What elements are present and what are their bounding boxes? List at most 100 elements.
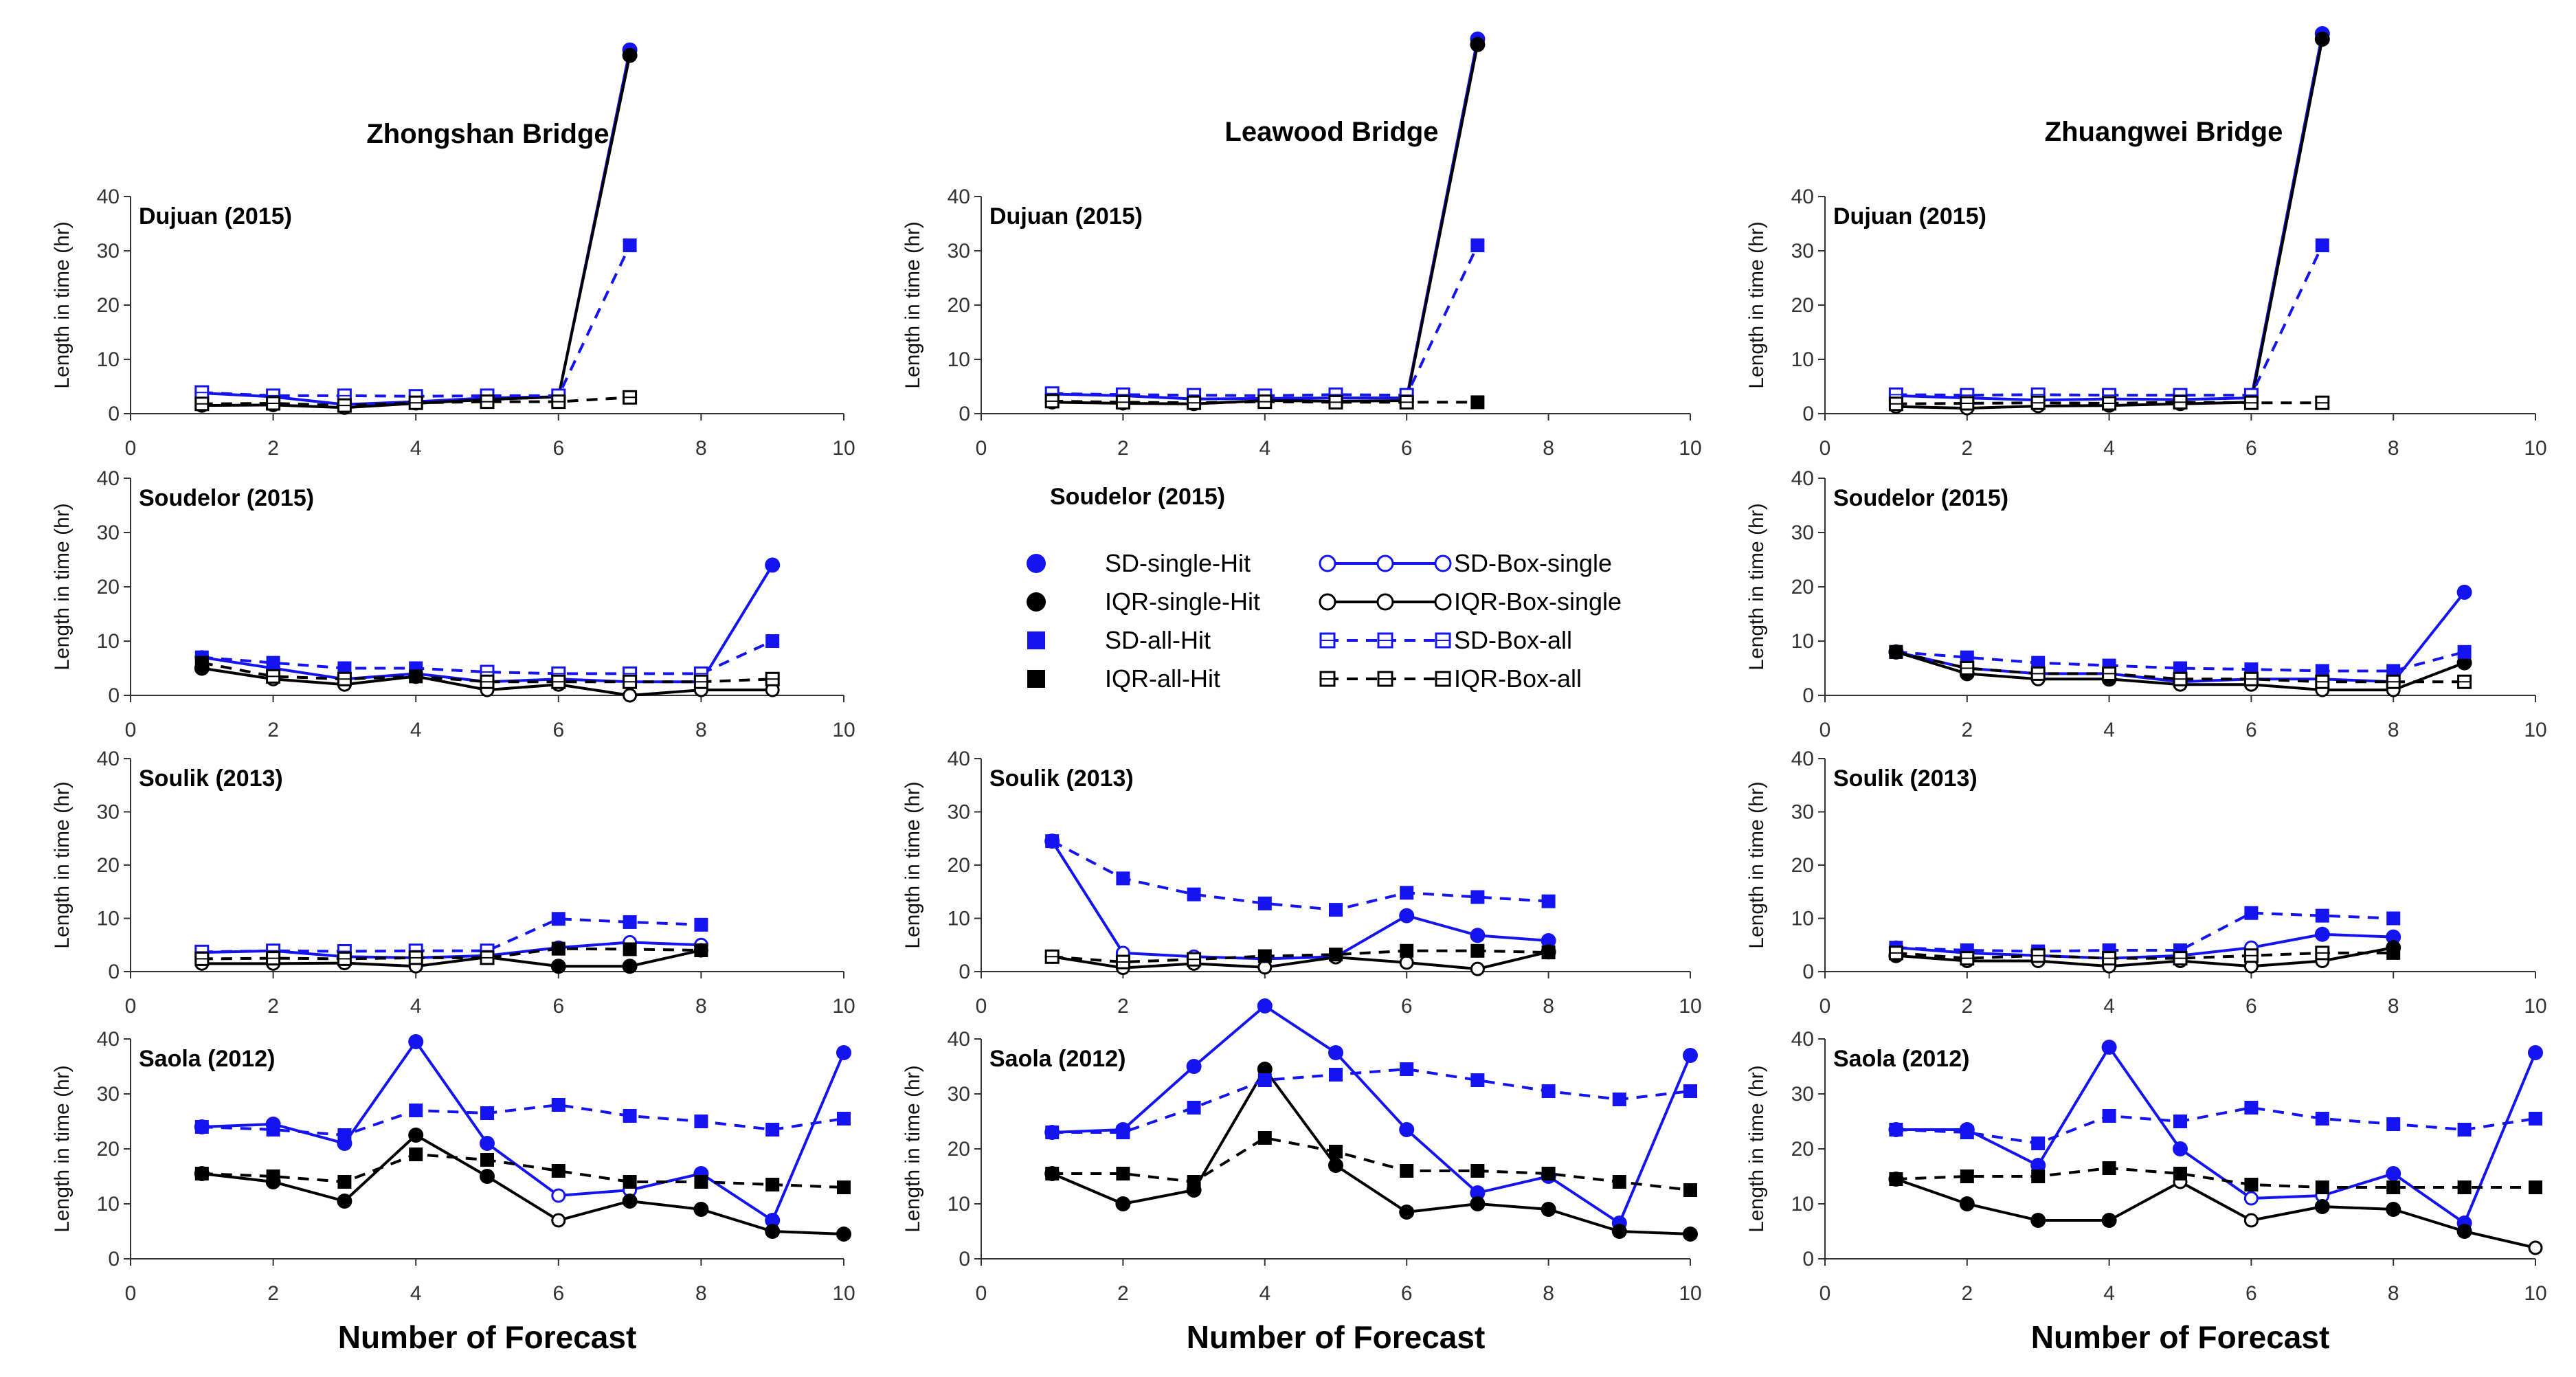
data-point [2173,1167,2187,1180]
x-tick-label: 10 [832,995,855,1018]
data-point [1115,1196,1131,1211]
series-line-sd-single [1896,932,2394,960]
panel-zhuangwei-bridge-saola: 0 10 20 30 40 0 2 4 6 8 10 Length in time (hr) Saola… [1745,1028,2547,1355]
y-tick-label: 0 [108,1248,120,1270]
x-tick-label: 0 [976,437,987,460]
data-point [1329,903,1343,917]
data-point [2528,1045,2543,1060]
series-line-sd-all [201,1103,844,1137]
data-point [2386,664,2401,678]
y-tick-label: 0 [959,1248,970,1270]
data-point [2386,1202,2401,1217]
y-tick-label: 30 [1791,801,1814,824]
data-point [2315,238,2329,253]
x-tick-label: 0 [125,1282,137,1305]
y-tick-label: 20 [1791,576,1814,598]
x-tick-label: 6 [552,437,564,460]
x-tick-label: 10 [1679,995,1701,1018]
y-axis-label: Length in time (hr) [1745,221,1768,388]
data-point [1045,1126,1060,1139]
data-point [622,959,638,974]
y-tick-label: 40 [948,748,970,770]
data-point [1470,890,1485,904]
data-point [2386,1180,2401,1194]
x-tick-label: 10 [832,1282,855,1305]
x-tick-label: 8 [2388,719,2399,741]
x-tick-label: 2 [1961,437,1973,460]
data-point [1257,1073,1272,1087]
y-axis-label: Length in time (hr) [1745,1065,1768,1232]
legend-label: SD-all-Hit [1105,626,1211,654]
y-tick-label: 40 [1791,467,1814,490]
data-point [836,1227,851,1242]
y-tick-label: 20 [97,1138,120,1161]
x-axis-label: Number of Forecast [338,1319,637,1355]
y-tick-label: 30 [1791,1083,1814,1106]
data-point [837,1180,851,1194]
data-point [1400,943,1414,958]
data-point [1399,908,1415,923]
data-point [2456,584,2472,600]
data-point [693,1202,709,1217]
series-line-iqr-single [1051,1066,1691,1235]
series-line-iqr-all [201,1152,844,1189]
data-point [337,1194,352,1209]
series-line-iqr-all [1896,1166,2535,1189]
data-point [694,943,708,957]
data-point [1470,1073,1485,1087]
legend-label: SD-Box-single [1454,549,1612,577]
x-tick-label: 4 [410,437,422,460]
y-tick-label: 10 [97,908,120,930]
data-point [1116,1126,1130,1139]
x-tick-label: 10 [1679,437,1701,460]
y-tick-label: 20 [1791,1138,1814,1161]
x-tick-label: 6 [1401,437,1413,460]
data-point [1329,1145,1343,1158]
data-point [1960,1126,1974,1139]
legend-label: IQR-single-Hit [1105,587,1260,616]
x-tick-label: 2 [267,995,279,1018]
panel-title: Dujuan (2015) [139,203,292,230]
x-tick-label: 6 [2245,437,2257,460]
data-point [266,656,280,670]
y-tick-label: 20 [97,854,120,877]
y-tick-label: 40 [1791,186,1814,208]
y-tick-label: 30 [97,240,120,262]
y-axis-label: Length in time (hr) [1745,781,1768,948]
data-point [623,688,638,703]
data-point [1470,1196,1486,1211]
y-tick-label: 10 [1791,630,1814,653]
data-point [480,1153,494,1167]
x-tick-label: 4 [2103,719,2115,741]
x-tick-label: 0 [1819,1282,1831,1305]
data-point [837,1112,851,1126]
data-point [1045,1167,1060,1180]
panel-title: Soulik (2013) [989,765,1134,792]
x-tick-label: 4 [1259,437,1270,460]
data-point [765,1224,781,1239]
y-tick-label: 40 [97,748,120,770]
x-tick-label: 4 [410,1282,422,1305]
data-point [2173,1115,2187,1128]
legend-marker [1434,555,1452,572]
series-line-iqr-single [1051,950,1549,971]
y-tick-label: 40 [1791,748,1814,770]
data-point [2030,1213,2046,1228]
data-point [1257,949,1272,963]
panel-title: Dujuan (2015) [989,203,1143,230]
data-point [1470,1164,1485,1178]
x-tick-label: 6 [552,719,564,741]
y-tick-label: 40 [97,186,120,208]
data-point [1399,1205,1415,1220]
y-tick-label: 0 [1802,684,1814,707]
data-point [1611,1224,1627,1239]
x-tick-label: 2 [1961,995,1973,1018]
y-tick-label: 30 [948,1083,970,1106]
x-axis-label: Number of Forecast [1187,1319,1486,1355]
data-point [1889,1123,1903,1137]
x-tick-label: 10 [2524,1282,2546,1305]
data-point [1541,1167,1556,1180]
x-tick-label: 2 [1961,719,1973,741]
x-tick-label: 2 [267,719,279,741]
